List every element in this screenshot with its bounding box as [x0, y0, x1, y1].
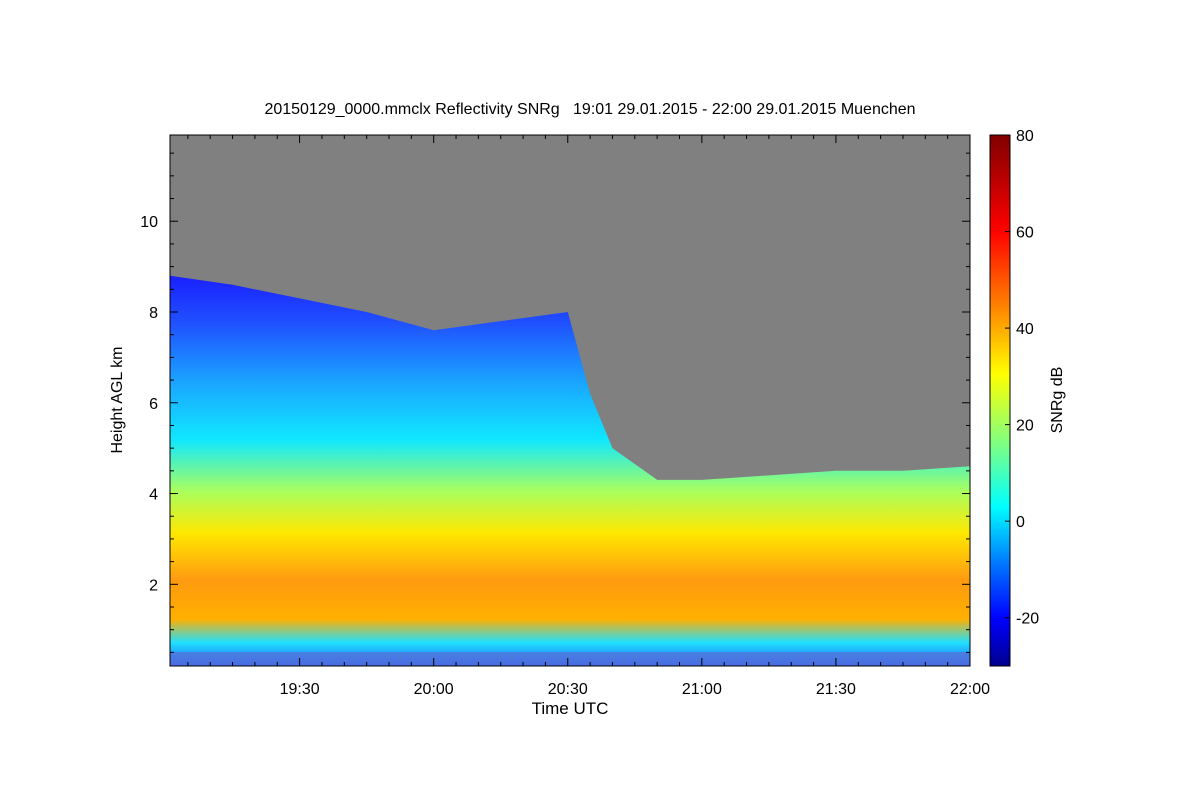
y-tick-label: 6 [149, 396, 158, 413]
colorbar [989, 134, 1011, 667]
x-tick-label: 21:00 [682, 681, 722, 698]
y-tick-label: 4 [149, 487, 158, 504]
colorbar-label: SNRg dB [1049, 367, 1066, 434]
colorbar-tick-label: -20 [1016, 611, 1039, 628]
chart-title: 20150129_0000.mmclx Reflectivity SNRg 19… [264, 101, 915, 118]
x-tick-label: 21:30 [816, 681, 856, 698]
x-tick-label: 22:00 [950, 681, 990, 698]
plot-area [170, 135, 970, 666]
x-axis-label: Time UTC [532, 699, 609, 718]
y-tick-label: 8 [149, 305, 158, 322]
colorbar-axis: -20 0 20 40 60 80 [1005, 128, 1039, 628]
x-tick-label: 19:30 [280, 681, 320, 698]
colorbar-tick-label: 80 [1016, 128, 1034, 145]
y-tick-label: 2 [149, 577, 158, 594]
cloud-echo-region [170, 275, 970, 666]
y-axis-label: Height AGL km [109, 346, 126, 453]
colorbar-tick-label: 0 [1016, 514, 1025, 531]
surface-band [170, 652, 970, 666]
y-axis: 2 4 6 8 10 [140, 152, 970, 653]
colorbar-tick-label: 60 [1016, 225, 1034, 242]
x-tick-label: 20:30 [548, 681, 588, 698]
colorbar-tick-label: 40 [1016, 321, 1034, 338]
x-axis: 19:30 20:00 20:30 21:00 21:30 22:00 [187, 135, 990, 698]
x-tick-label: 20:00 [414, 681, 454, 698]
plot-frame [169, 134, 971, 667]
colorbar-tick-label: 20 [1016, 418, 1034, 435]
y-tick-label: 10 [140, 214, 158, 231]
